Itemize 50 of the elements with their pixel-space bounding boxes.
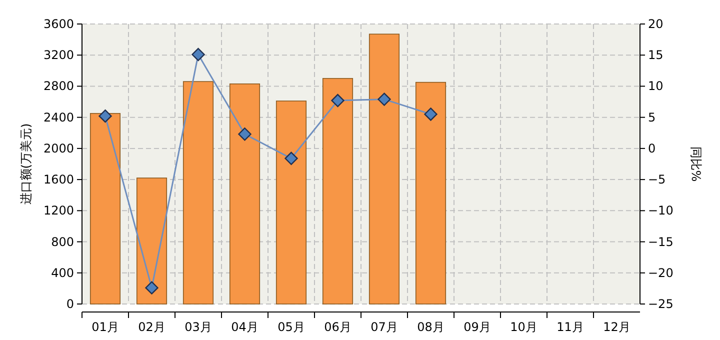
y-tick-label: 1200: [43, 204, 74, 218]
y2-tick-label: 5: [648, 110, 656, 124]
y-tick-label: 2400: [43, 110, 74, 124]
bar: [90, 113, 121, 304]
point: [284, 152, 298, 165]
x-tick-label: 08月: [417, 320, 444, 334]
y2-tick-label: 15: [648, 48, 664, 62]
point: [145, 281, 158, 294]
x-tick-label: 04月: [231, 320, 258, 334]
bar: [322, 78, 354, 304]
y2-tick-label: −25: [648, 297, 674, 311]
point: [98, 109, 112, 123]
y2-tick-label: −15: [648, 234, 674, 249]
bar: [182, 81, 214, 304]
point: [238, 128, 252, 141]
x-tick-label: 11月: [556, 320, 584, 334]
y-tick-label: 3200: [43, 48, 74, 62]
point: [424, 108, 438, 121]
y-tick-label: 1600: [43, 172, 74, 187]
y2-tick-label: 10: [648, 79, 664, 94]
x-tick-label: 06月: [324, 320, 352, 334]
x-tick-label: 10月: [510, 320, 538, 334]
point: [192, 48, 205, 62]
x-tick-label: 02月: [138, 320, 166, 334]
x-tick-label: 09月: [464, 320, 491, 334]
y2-tick-label: −20: [648, 266, 674, 280]
x-tick-label: 12月: [603, 320, 630, 334]
y2-tick-label: 0: [648, 141, 656, 156]
x-tick-label: 07月: [370, 320, 398, 334]
y2-tick-label: −10: [648, 204, 674, 218]
y-tick-label: 0: [66, 297, 74, 311]
y2-axis-title: 同比%: [689, 146, 703, 182]
point: [331, 94, 344, 108]
y-tick-label: 400: [51, 266, 74, 280]
x-tick-label: 01月: [92, 320, 119, 334]
y-tick-label: 2800: [43, 79, 74, 94]
y2-tick-label: −5: [648, 172, 666, 187]
x-tick-label: 03月: [184, 320, 212, 334]
y2-tick-label: 20: [648, 17, 664, 31]
bar: [136, 178, 168, 304]
y-tick-label: 800: [51, 234, 74, 249]
point: [378, 92, 391, 106]
y-tick-label: 2000: [43, 141, 74, 156]
bar: [368, 34, 400, 304]
bar: [276, 100, 307, 304]
x-tick-label: 05月: [278, 320, 305, 334]
y-axis-title: 进口额(万美元): [19, 123, 33, 205]
bar: [415, 82, 446, 304]
y-tick-label: 3600: [43, 17, 74, 31]
bar: [229, 83, 260, 304]
